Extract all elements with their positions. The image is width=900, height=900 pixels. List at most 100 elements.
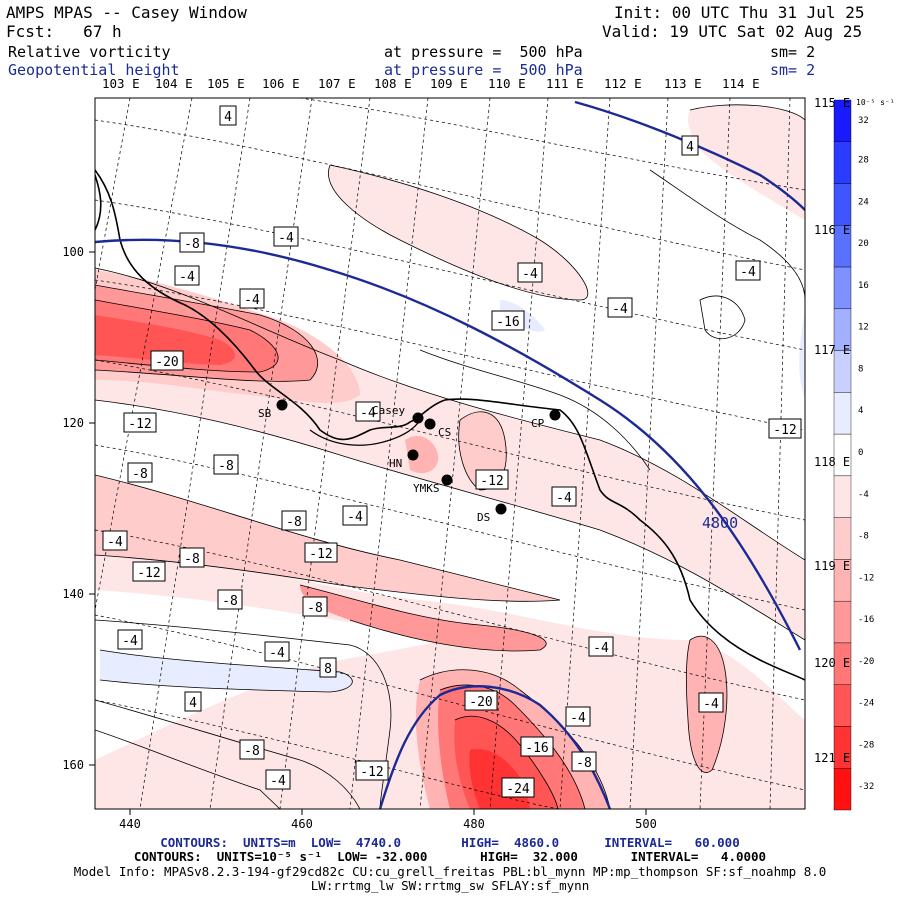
colorbar: 32 28 24 20 16 12 8 4 0 -4 -8 -12 -16 -20 -24 -28 -32 10⁻…: [814, 96, 895, 811]
svg-text:-4: -4: [593, 641, 609, 656]
svg-text:-4: -4: [122, 634, 138, 649]
footer-height-contours: CONTOURS: UNITS=m LOW= 4740.0 HIGH= 4860…: [160, 835, 740, 850]
x-tick-label: 460: [291, 817, 313, 831]
contour-label: -4: [342, 505, 368, 526]
x-tick-label: 440: [119, 817, 141, 831]
lon-label-top: 114 E: [722, 76, 760, 91]
svg-text:-8: -8: [244, 744, 260, 759]
svg-text:-8: -8: [132, 467, 148, 482]
y-tick-label: 100: [62, 245, 84, 259]
colorbar-tick-label: -12: [858, 573, 874, 583]
vorticity-contours: [95, 104, 805, 809]
contour-label: -4: [517, 262, 543, 283]
contour-label: -8: [179, 232, 205, 253]
colorbar-tick-label: -32: [858, 782, 874, 792]
lon-label-top: 104 E: [155, 76, 193, 91]
contour-label: -4: [239, 288, 265, 309]
svg-text:SB: SB: [258, 407, 272, 420]
map-title: AMPS MPAS -- Casey Window: [6, 3, 247, 22]
lon-label-top: 103 E: [102, 76, 140, 91]
lon-label-right: 120 E: [814, 656, 850, 670]
colorbar-tick-label: -8: [858, 532, 869, 542]
contour-label: -4: [607, 297, 633, 318]
svg-text:-4: -4: [347, 510, 363, 525]
contour-label: -4: [273, 226, 299, 247]
init-time: Init: 00 UTC Thu 31 Jul 25: [614, 3, 865, 22]
contour-label: -4: [551, 486, 577, 507]
lon-label-right: 115 E: [814, 96, 850, 110]
svg-text:-8: -8: [307, 601, 323, 616]
svg-text:-4: -4: [740, 265, 756, 280]
colorbar-tick-label: -24: [858, 699, 874, 709]
contour-label: -8: [127, 462, 153, 483]
colorbar-swatch: [833, 392, 852, 435]
footer-model-info: Model Info: MPASv8.2.3-194-gf29cd82c CU:…: [73, 864, 827, 879]
colorbar-tick-label: 20: [858, 239, 869, 249]
svg-text:HN: HN: [389, 457, 402, 470]
coastline: [95, 169, 805, 681]
colorbar-swatch: [833, 517, 852, 560]
contour-label: -20: [464, 690, 498, 711]
colorbar-swatch: [833, 183, 852, 226]
y-tick-label: 140: [62, 587, 84, 601]
svg-text:-8: -8: [222, 594, 238, 609]
contour-label: 4: [184, 691, 202, 712]
svg-text:-16: -16: [525, 741, 548, 756]
lon-label-top: 108 E: [374, 76, 412, 91]
contour-label: 4: [681, 135, 699, 156]
svg-text:-8: -8: [184, 237, 200, 252]
colorbar-tick-label: 28: [858, 156, 869, 166]
contour-label: -24: [501, 777, 535, 798]
svg-text:-8: -8: [184, 552, 200, 567]
level-vorticity: at pressure = 500 hPa: [384, 43, 583, 61]
contour-label: -16: [491, 310, 525, 331]
colorbar-tick-label: 12: [858, 323, 869, 333]
lon-label-top: 106 E: [262, 76, 300, 91]
lon-label-right: 116 E: [814, 223, 850, 237]
svg-text:-4: -4: [556, 491, 572, 506]
lon-label-top: 109 E: [430, 76, 468, 91]
lon-label-right: 121 E: [814, 751, 850, 765]
footer-vorticity-contours: CONTOURS: UNITS=10⁻⁵ s⁻¹ LOW= -32.000 HI…: [133, 849, 767, 864]
smooth-vorticity: sm= 2: [770, 43, 816, 61]
colorbar-tick-label: 24: [858, 197, 869, 207]
colorbar-tick-label: -4: [858, 490, 869, 500]
lon-label-top: 107 E: [318, 76, 356, 91]
smooth-height: sm= 2: [770, 61, 816, 79]
contour-label: -4: [698, 692, 724, 713]
lon-label-top: 105 E: [207, 76, 245, 91]
contour-label: -20: [150, 350, 184, 371]
contour-label: -4: [102, 530, 128, 551]
lon-label-right: 117 E: [814, 343, 850, 357]
plot-frame: [94, 97, 806, 810]
station-cs: CS: [424, 418, 451, 439]
lon-label-top: 111 E: [546, 76, 584, 91]
svg-text:Casey: Casey: [372, 404, 405, 417]
contour-label: -4: [265, 769, 291, 790]
colorbar-units: 10⁻⁵ s⁻¹: [856, 98, 895, 107]
contour-label: 4: [219, 105, 237, 126]
svg-text:-12: -12: [309, 547, 332, 562]
contour-label: -8: [179, 547, 205, 568]
svg-text:-12: -12: [773, 423, 796, 438]
colorbar-tick-label: 32: [858, 116, 869, 126]
svg-text:-4: -4: [522, 267, 538, 282]
svg-text:-8: -8: [576, 756, 592, 771]
colorbar-swatch: [833, 684, 852, 727]
svg-text:-4: -4: [570, 711, 586, 726]
contour-label: -12: [304, 542, 338, 563]
svg-text:-8: -8: [286, 515, 302, 530]
svg-text:CS: CS: [438, 426, 451, 439]
svg-text:-12: -12: [128, 417, 151, 432]
contour-label: -8: [281, 510, 307, 531]
svg-text:-4: -4: [612, 302, 628, 317]
colorbar-swatch: [833, 141, 852, 184]
forecast-hour: Fcst: 67 h: [6, 22, 122, 41]
svg-text:-4: -4: [107, 535, 123, 550]
height-contour-label: 4800: [702, 514, 738, 532]
contour-label: -4: [588, 636, 614, 657]
contour-label: -4: [565, 706, 591, 727]
lon-label-top: 112 E: [604, 76, 642, 91]
y-tick-label: 160: [62, 758, 84, 772]
